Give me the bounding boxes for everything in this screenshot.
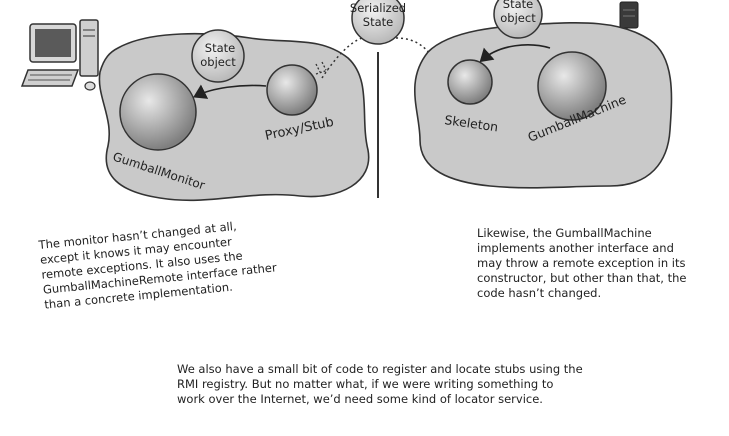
server-state-object (493, 0, 543, 39)
gumball-monitor-sphere (119, 73, 197, 151)
serialized-transfer-path-right (395, 37, 431, 55)
proxy-to-monitor-arrow (193, 84, 267, 99)
note-bottom-line: work over the Internet, we’d need some k… (177, 392, 543, 406)
note-right-line: may throw a remote exception in its (477, 256, 686, 270)
gumball-machine-sphere (537, 51, 607, 121)
client-state-label-2: object (200, 55, 236, 69)
skeleton-label: Skeleton (444, 112, 500, 134)
server-state-label-1: State (503, 0, 533, 11)
server-icon (619, 1, 639, 29)
serialized-state-sphere (351, 0, 405, 45)
client-state-object (191, 29, 245, 83)
computer-icon (20, 19, 99, 91)
note-right-line: implements another interface and (477, 241, 674, 255)
serialized-state-label-2: State (363, 15, 393, 29)
machine-to-skeleton-arrow (479, 44, 551, 63)
proxy-wire-mark (315, 61, 329, 75)
server-state-label-2: object (500, 11, 536, 25)
serialized-transfer-path (321, 37, 363, 79)
proxy-stub-sphere (266, 64, 318, 116)
note-right-line: constructor, but other than that, the (477, 271, 687, 285)
serialized-state-label-1: Serialized (350, 1, 406, 15)
note-right: Likewise, the GumballMachine implements … (477, 226, 686, 301)
note-right-line: Likewise, the GumballMachine (477, 226, 652, 240)
note-right-line: code hasn’t changed. (477, 286, 602, 300)
note-bottom: We also have a small bit of code to regi… (177, 362, 583, 407)
skeleton-sphere (447, 59, 493, 105)
note-bottom-line: We also have a small bit of code to regi… (177, 362, 583, 376)
client-state-label-1: State (205, 41, 235, 55)
note-bottom-line: RMI registry. But no matter what, if we … (177, 377, 554, 391)
